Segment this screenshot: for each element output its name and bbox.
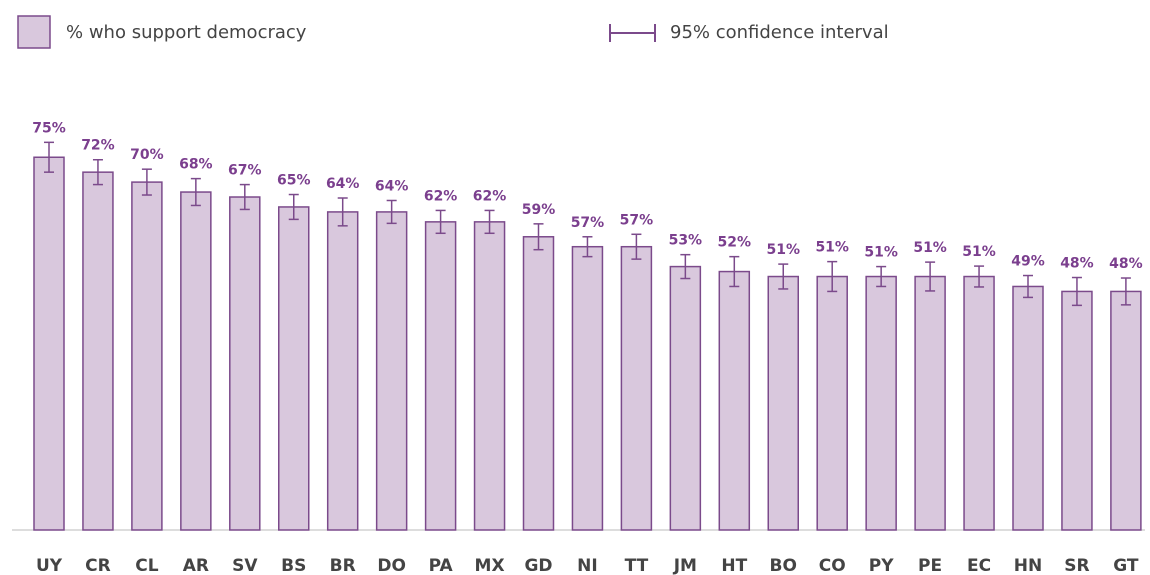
error-bar: [729, 255, 740, 288]
value-label: 64%: [375, 178, 409, 194]
value-label: 51%: [766, 242, 800, 258]
error-bar: [337, 197, 348, 227]
error-bar: [827, 260, 838, 293]
bar: [473, 221, 506, 531]
value-label: 64%: [326, 176, 360, 192]
value-label: 68%: [179, 157, 213, 173]
legend-ci-symbol: [609, 24, 656, 42]
bar: [424, 221, 457, 531]
x-tick-label: TT: [625, 556, 649, 575]
x-tick-label: PY: [869, 556, 894, 575]
bar: [767, 275, 799, 531]
value-label: 65%: [277, 173, 311, 189]
legend-ci-label: 95% confidence interval: [670, 22, 889, 43]
error-bar: [1023, 274, 1033, 299]
error-bar: [582, 236, 593, 258]
bar: [522, 236, 555, 531]
x-tick-label: SV: [232, 556, 258, 575]
x-tick-label: AR: [183, 556, 209, 575]
legend-label: % who support democracy: [66, 22, 307, 43]
bar: [1061, 290, 1093, 531]
value-label: 48%: [1060, 256, 1094, 272]
error-bar: [1120, 277, 1131, 306]
x-tick-label: DO: [377, 556, 406, 575]
value-label: 52%: [718, 235, 752, 251]
error-bar: [680, 253, 691, 280]
bar: [865, 275, 897, 531]
value-label: 67%: [228, 163, 262, 179]
error-bar: [141, 168, 152, 196]
x-tick-label: CR: [85, 556, 111, 575]
value-label: 51%: [962, 244, 996, 260]
error-bar: [44, 141, 54, 173]
bar: [963, 275, 995, 531]
bar: [33, 156, 65, 531]
value-label: 51%: [864, 245, 898, 261]
bar: [914, 275, 946, 531]
bar: [669, 265, 702, 531]
error-bar: [239, 183, 250, 211]
x-tick-label: BS: [281, 556, 306, 575]
error-bar: [974, 265, 985, 288]
value-label: 48%: [1109, 256, 1143, 272]
error-bar: [631, 233, 642, 260]
value-label: 53%: [669, 233, 703, 249]
error-bar: [1071, 276, 1082, 307]
bar: [278, 206, 310, 531]
error-bar: [484, 209, 495, 235]
error-bar: [533, 223, 544, 251]
bar: [718, 270, 751, 531]
error-bar: [435, 209, 446, 235]
bar: [82, 171, 114, 531]
value-label: 51%: [815, 240, 849, 256]
x-tick-label: CO: [819, 556, 846, 575]
value-label: 70%: [130, 147, 164, 163]
error-bar: [876, 265, 887, 288]
x-tick-label: UY: [36, 556, 63, 575]
bar: [229, 196, 261, 531]
error-bar: [92, 158, 103, 186]
x-tick-label: GT: [1113, 556, 1139, 575]
value-label: 57%: [620, 212, 654, 228]
x-tick-label: JM: [673, 556, 697, 575]
bar: [1012, 285, 1044, 531]
error-bar: [778, 263, 789, 290]
legend-swatch: [17, 15, 51, 49]
value-label: 51%: [913, 240, 947, 256]
x-tick-label: HT: [721, 556, 747, 575]
bar: [620, 245, 653, 531]
error-bar: [288, 193, 299, 221]
x-tick-label: PA: [429, 556, 454, 575]
error-bar: [925, 261, 936, 292]
x-tick-label: EC: [967, 556, 991, 575]
value-label: 72%: [81, 138, 115, 154]
value-label: 62%: [473, 188, 507, 204]
x-tick-label: SR: [1064, 556, 1089, 575]
bar: [326, 211, 359, 531]
value-label: 49%: [1011, 254, 1045, 270]
x-tick-label: CL: [135, 556, 158, 575]
x-tick-label: MX: [475, 556, 505, 575]
error-bar: [386, 199, 397, 225]
value-label: 59%: [522, 202, 556, 218]
bar: [375, 211, 408, 531]
x-tick-label: GD: [524, 556, 552, 575]
value-label: 62%: [424, 188, 458, 204]
value-label: 75%: [32, 120, 66, 136]
value-label: 57%: [571, 215, 605, 231]
x-tick-label: BR: [330, 556, 356, 575]
x-tick-label: HN: [1014, 556, 1042, 575]
bar: [816, 275, 848, 531]
x-tick-label: NI: [577, 556, 598, 575]
bar: [131, 181, 163, 531]
x-tick-label: PE: [918, 556, 942, 575]
x-tick-label: BO: [770, 556, 797, 575]
bar: [571, 245, 604, 531]
bar: [180, 191, 212, 531]
error-bar: [190, 177, 201, 207]
bar: [1110, 290, 1142, 531]
